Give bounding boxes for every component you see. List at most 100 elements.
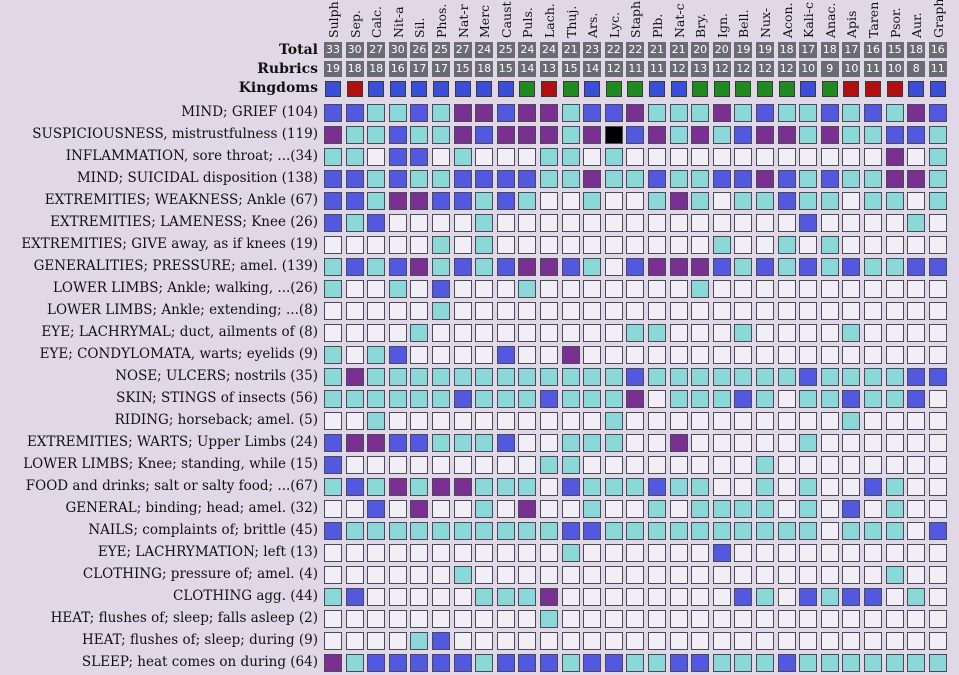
grade-cell[interactable] <box>388 478 407 496</box>
grade-cell[interactable] <box>453 610 472 628</box>
grade-cell[interactable] <box>691 456 710 474</box>
grade-cell[interactable] <box>734 610 753 628</box>
grade-cell[interactable] <box>561 456 580 474</box>
grade-cell[interactable] <box>907 126 926 144</box>
grade-cell[interactable] <box>928 478 947 496</box>
grade-cell[interactable] <box>475 280 494 298</box>
grade-cell[interactable] <box>367 434 386 452</box>
grade-cell[interactable] <box>604 192 623 210</box>
grade-cell[interactable] <box>453 478 472 496</box>
grade-cell[interactable] <box>669 324 688 342</box>
grade-cell[interactable] <box>756 478 774 496</box>
grade-cell[interactable] <box>669 368 688 386</box>
grade-cell[interactable] <box>475 170 494 188</box>
grade-cell[interactable] <box>820 368 839 386</box>
grade-cell[interactable] <box>820 258 839 276</box>
grade-cell[interactable] <box>345 302 364 320</box>
grade-cell[interactable] <box>799 148 818 166</box>
grade-cell[interactable] <box>885 192 904 210</box>
grade-cell[interactable] <box>669 500 688 518</box>
grade-cell[interactable] <box>561 522 580 540</box>
grade-cell[interactable] <box>453 346 472 364</box>
grade-cell[interactable] <box>388 258 407 276</box>
grade-cell[interactable] <box>842 280 861 298</box>
grade-cell[interactable] <box>928 170 947 188</box>
grade-cell[interactable] <box>561 346 580 364</box>
grade-cell[interactable] <box>496 412 515 430</box>
grade-cell[interactable] <box>691 390 710 408</box>
grade-cell[interactable] <box>907 456 926 474</box>
grade-cell[interactable] <box>388 544 407 562</box>
grade-cell[interactable] <box>669 126 688 144</box>
grade-cell[interactable] <box>691 566 710 584</box>
grade-cell[interactable] <box>691 192 710 210</box>
grade-cell[interactable] <box>496 126 515 144</box>
grade-cell[interactable] <box>928 522 947 540</box>
grade-cell[interactable] <box>734 522 753 540</box>
grade-cell[interactable] <box>691 214 710 232</box>
grade-cell[interactable] <box>496 280 515 298</box>
grade-cell[interactable] <box>604 170 623 188</box>
grade-cell[interactable] <box>345 104 364 122</box>
grade-cell[interactable] <box>604 368 623 386</box>
grade-cell[interactable] <box>388 192 407 210</box>
grade-cell[interactable] <box>907 258 926 276</box>
grade-cell[interactable] <box>540 236 558 254</box>
grade-cell[interactable] <box>626 368 645 386</box>
grade-cell[interactable] <box>864 126 882 144</box>
grade-cell[interactable] <box>756 346 774 364</box>
grade-cell[interactable] <box>756 258 774 276</box>
grade-cell[interactable] <box>820 654 839 672</box>
grade-cell[interactable] <box>367 258 386 276</box>
grade-cell[interactable] <box>583 632 602 650</box>
grade-cell[interactable] <box>734 500 753 518</box>
grade-cell[interactable] <box>648 368 666 386</box>
grade-cell[interactable] <box>756 302 774 320</box>
grade-cell[interactable] <box>756 214 774 232</box>
grade-cell[interactable] <box>777 214 796 232</box>
grade-cell[interactable] <box>820 544 839 562</box>
grade-cell[interactable] <box>496 192 515 210</box>
grade-cell[interactable] <box>799 126 818 144</box>
grade-cell[interactable] <box>410 148 429 166</box>
grade-cell[interactable] <box>756 390 774 408</box>
grade-cell[interactable] <box>496 236 515 254</box>
grade-cell[interactable] <box>734 478 753 496</box>
grade-cell[interactable] <box>820 412 839 430</box>
grade-cell[interactable] <box>561 258 580 276</box>
grade-cell[interactable] <box>734 126 753 144</box>
grade-cell[interactable] <box>410 346 429 364</box>
grade-cell[interactable] <box>734 390 753 408</box>
grade-cell[interactable] <box>864 610 882 628</box>
grade-cell[interactable] <box>453 456 472 474</box>
grade-cell[interactable] <box>453 324 472 342</box>
grade-cell[interactable] <box>907 588 926 606</box>
grade-cell[interactable] <box>842 236 861 254</box>
grade-cell[interactable] <box>324 588 342 606</box>
grade-cell[interactable] <box>453 412 472 430</box>
grade-cell[interactable] <box>432 434 450 452</box>
grade-cell[interactable] <box>799 302 818 320</box>
grade-cell[interactable] <box>410 126 429 144</box>
grade-cell[interactable] <box>842 456 861 474</box>
grade-cell[interactable] <box>583 478 602 496</box>
grade-cell[interactable] <box>864 544 882 562</box>
grade-cell[interactable] <box>842 126 861 144</box>
rubric-label[interactable]: EXTREMITIES; WARTS; Upper Limbs (24) <box>27 434 318 450</box>
grade-cell[interactable] <box>799 324 818 342</box>
grade-cell[interactable] <box>864 346 882 364</box>
grade-cell[interactable] <box>648 390 666 408</box>
grade-cell[interactable] <box>604 236 623 254</box>
grade-cell[interactable] <box>518 214 537 232</box>
grade-cell[interactable] <box>864 522 882 540</box>
grade-cell[interactable] <box>324 192 342 210</box>
grade-cell[interactable] <box>907 302 926 320</box>
grade-cell[interactable] <box>928 368 947 386</box>
rubric-label[interactable]: EXTREMITIES; GIVE away, as if knees (19) <box>21 236 318 252</box>
grade-cell[interactable] <box>496 456 515 474</box>
grade-cell[interactable] <box>410 192 429 210</box>
grade-cell[interactable] <box>453 390 472 408</box>
grade-cell[interactable] <box>691 302 710 320</box>
grade-cell[interactable] <box>518 390 537 408</box>
grade-cell[interactable] <box>799 588 818 606</box>
